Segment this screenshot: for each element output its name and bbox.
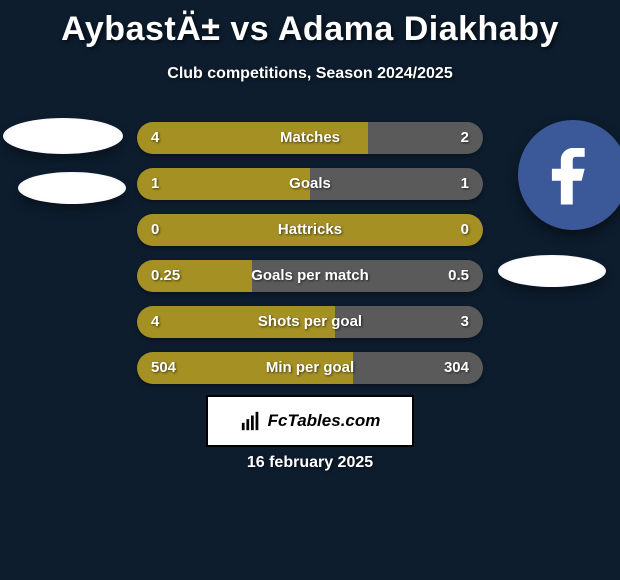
stats-container: 42Matches 11Goals 00Hattricks 0.250.5Goals … xyxy=(137,122,483,398)
player-left-avatar xyxy=(3,118,123,154)
date-label: 16 february 2025 xyxy=(0,454,620,472)
player-left-pill xyxy=(18,172,126,204)
stat-row: 0.250.5Goals per match xyxy=(137,260,483,292)
stat-label: Goals per match xyxy=(137,260,483,292)
stat-row: 00Hattricks xyxy=(137,214,483,246)
stat-label: Min per goal xyxy=(137,352,483,384)
stat-label: Matches xyxy=(137,122,483,154)
player-right-pill xyxy=(498,255,606,287)
stat-label: Goals xyxy=(137,168,483,200)
subtitle: Club competitions, Season 2024/2025 xyxy=(0,65,620,83)
stat-row: 43Shots per goal xyxy=(137,306,483,338)
facebook-icon[interactable] xyxy=(518,120,620,230)
chart-icon xyxy=(240,410,262,432)
footer-badge[interactable]: FcTables.com xyxy=(206,395,414,447)
stat-row: 11Goals xyxy=(137,168,483,200)
stat-row: 42Matches xyxy=(137,122,483,154)
stat-label: Shots per goal xyxy=(137,306,483,338)
stat-label: Hattricks xyxy=(137,214,483,246)
page-title: AybastÄ± vs Adama Diakhaby xyxy=(0,0,620,49)
stat-row: 504304Min per goal xyxy=(137,352,483,384)
footer-label: FcTables.com xyxy=(268,411,381,431)
